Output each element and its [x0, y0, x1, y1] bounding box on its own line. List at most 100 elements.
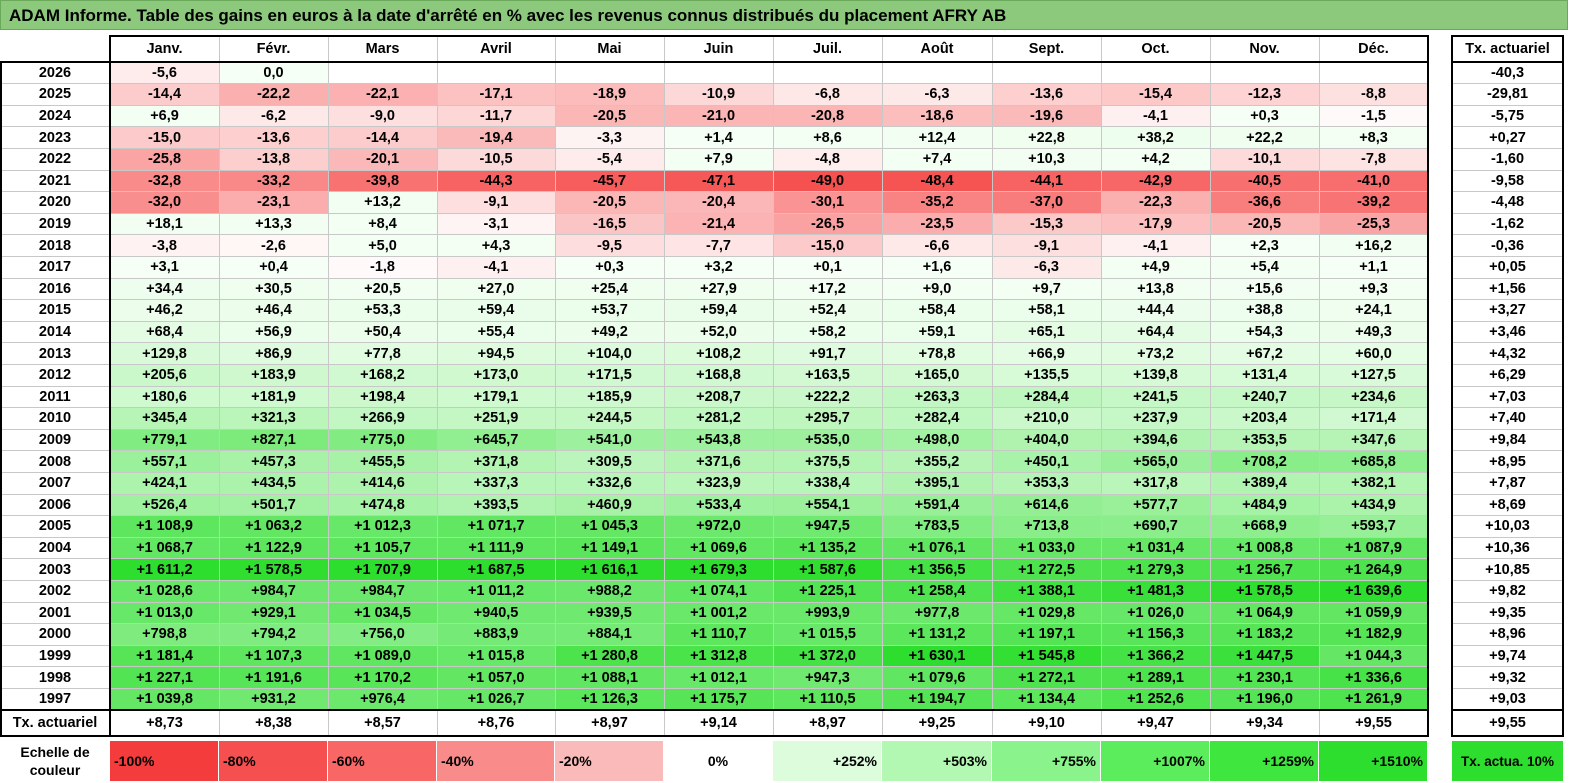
- grid-hline: [0, 536, 1428, 538]
- table-cell: -13,8: [219, 148, 328, 170]
- grid-hline: [1452, 515, 1563, 517]
- table-cell: +533,4: [664, 494, 773, 516]
- table-cell: +16,2: [1319, 234, 1428, 257]
- year-label: 2001: [38, 604, 72, 621]
- rate-cell: +6,29: [1489, 367, 1526, 384]
- table-cell: +1 031,4: [1101, 537, 1210, 559]
- grid-hline: [1452, 277, 1563, 279]
- grid-hline: [0, 558, 1428, 560]
- table-cell: +1 057,0: [437, 666, 555, 689]
- grid-hline: [1452, 299, 1563, 301]
- table-cell: -15,4: [1101, 83, 1210, 106]
- table-cell: -26,5: [773, 213, 882, 235]
- rate-cell: +3,46: [1489, 323, 1526, 340]
- grid-hline: [0, 385, 1428, 387]
- grid-hline: [1452, 255, 1563, 257]
- table-cell: +129,8: [110, 342, 219, 365]
- table-cell: -14,4: [110, 83, 219, 106]
- rate-cell: +7,40: [1489, 410, 1526, 427]
- table-cell: -14,4: [328, 126, 437, 149]
- table-cell: +263,3: [882, 386, 992, 408]
- table-cell: +1,6: [882, 256, 992, 278]
- year-label: 2010: [38, 410, 72, 427]
- table-cell: +59,4: [437, 299, 555, 322]
- table-cell: +827,1: [219, 429, 328, 451]
- table-cell: +977,8: [882, 602, 992, 624]
- grid-hline: [0, 407, 1428, 409]
- table-cell: +976,4: [328, 688, 437, 710]
- grid-hline: [1452, 666, 1563, 668]
- table-cell: +1 181,4: [110, 645, 219, 667]
- table-cell: +1 372,0: [773, 645, 882, 667]
- rate-cell: +10,85: [1485, 561, 1530, 578]
- table-cell: +1 256,7: [1210, 558, 1319, 581]
- table-cell: +1 134,4: [992, 688, 1101, 710]
- table-cell: +60,0: [1319, 342, 1428, 365]
- table-cell: +614,6: [992, 494, 1101, 516]
- table-cell: -30,1: [773, 191, 882, 214]
- table-cell: -10,1: [1210, 148, 1319, 170]
- table-cell: -21,0: [664, 105, 773, 127]
- table-cell: +389,4: [1210, 472, 1319, 494]
- grid-hline: [0, 299, 1428, 301]
- table-cell: +53,3: [328, 299, 437, 322]
- table-cell: [1101, 62, 1210, 84]
- table-cell: +690,7: [1101, 515, 1210, 538]
- table-cell: [437, 62, 555, 84]
- table-cell: +557,1: [110, 450, 219, 473]
- table-cell: +685,8: [1319, 450, 1428, 473]
- table-cell: +12,4: [882, 126, 992, 149]
- table-cell: +947,5: [773, 515, 882, 538]
- table-cell: +931,2: [219, 688, 328, 710]
- table-cell: +52,4: [773, 299, 882, 322]
- year-label: 2009: [38, 431, 72, 448]
- table-cell: +17,2: [773, 278, 882, 300]
- table-cell: +181,9: [219, 386, 328, 408]
- table-cell: +526,4: [110, 494, 219, 516]
- rate-cell: -1,62: [1490, 215, 1525, 232]
- month-header: Août: [882, 36, 992, 62]
- legend-swatch: +755%: [992, 741, 1101, 781]
- table-cell: -23,1: [219, 191, 328, 214]
- table-cell: +1 630,1: [882, 645, 992, 667]
- table-cell: +1 029,8: [992, 602, 1101, 624]
- table-cell: -3,8: [110, 234, 219, 257]
- table-cell: +1 356,5: [882, 558, 992, 581]
- table-cell: +798,8: [110, 623, 219, 646]
- table-cell: +1 059,9: [1319, 602, 1428, 624]
- table-cell: +355,2: [882, 450, 992, 473]
- grid-hline: [0, 234, 1428, 236]
- grid-hline: [1452, 428, 1563, 430]
- table-cell: +171,4: [1319, 407, 1428, 430]
- rate-cell: -4,48: [1490, 194, 1525, 211]
- table-cell: -21,4: [664, 213, 773, 235]
- table-cell: +1 026,0: [1101, 602, 1210, 624]
- footer-cell: +9,10: [1028, 715, 1065, 731]
- table-cell: +46,2: [110, 299, 219, 322]
- table-cell: -6,3: [992, 256, 1101, 278]
- table-cell: -44,1: [992, 170, 1101, 192]
- legend-swatch: +1007%: [1101, 741, 1210, 781]
- table-cell: +78,8: [882, 342, 992, 365]
- table-cell: [555, 62, 664, 84]
- legend-swatch: +1510%: [1319, 741, 1428, 781]
- year-label: 2012: [38, 367, 72, 384]
- table-cell: +1 064,9: [1210, 602, 1319, 624]
- table-cell: +27,9: [664, 278, 773, 300]
- table-cell: -1,5: [1319, 105, 1428, 127]
- table-cell: -6,3: [882, 83, 992, 106]
- year-label: 2016: [38, 280, 72, 297]
- table-cell: +282,4: [882, 407, 992, 430]
- table-cell: -9,0: [328, 105, 437, 127]
- rate-cell: +10,36: [1485, 539, 1530, 556]
- month-header: Mai: [555, 36, 664, 62]
- table-cell: +284,4: [992, 386, 1101, 408]
- table-cell: +984,7: [219, 580, 328, 602]
- table-cell: +1 258,4: [882, 580, 992, 602]
- table-cell: -3,1: [437, 213, 555, 235]
- footer-cell: +9,55: [1355, 715, 1392, 731]
- table-cell: +53,7: [555, 299, 664, 322]
- table-cell: -45,7: [555, 170, 664, 192]
- table-cell: +1 366,2: [1101, 645, 1210, 667]
- table-cell: -7,7: [664, 234, 773, 257]
